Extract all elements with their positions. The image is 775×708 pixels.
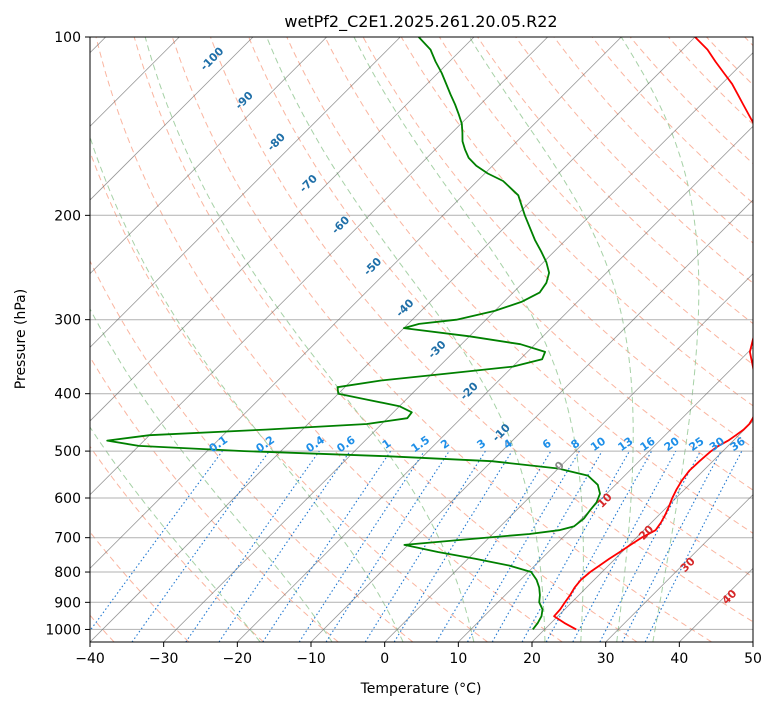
x-tick-label: 10 [449, 651, 467, 667]
x-tick-label: −10 [296, 651, 326, 667]
y-tick-label: 1000 [45, 622, 81, 638]
y-tick-label: 200 [54, 208, 81, 224]
y-tick-label: 800 [54, 565, 81, 581]
x-tick-label: 40 [670, 651, 688, 667]
y-tick-label: 700 [54, 531, 81, 547]
dry-adiabat-line [515, 37, 753, 284]
isotherm-line [90, 37, 696, 642]
mixing-ratio-line [131, 450, 270, 642]
x-tick-label: 50 [744, 651, 762, 667]
isotherm-line [90, 37, 327, 275]
moist-adiabat-line [620, 37, 700, 642]
dry-adiabat-line [248, 37, 753, 578]
y-axis-title: Pressure (hPa) [13, 289, 29, 389]
dry-adiabat-line [90, 259, 414, 642]
mixing-ratio-line [521, 450, 630, 642]
y-tick-label: 300 [54, 313, 81, 329]
isotherm-line [458, 346, 753, 642]
isotherm-line [163, 52, 753, 642]
mixing-ratio-line [262, 450, 392, 642]
moist-adiabat-line [90, 426, 261, 642]
dry-adiabat-line [171, 37, 712, 642]
x-tick-label: −20 [223, 651, 253, 667]
moist-adiabat-line [90, 308, 333, 642]
plot-area [90, 37, 753, 642]
isotherm-line [237, 125, 753, 642]
isotherm-line [531, 420, 753, 642]
mixing-ratio-line [90, 450, 223, 632]
mixing-ratio-lines [90, 450, 743, 642]
mixing-ratio-line [218, 450, 351, 642]
dry-adiabat-line [95, 37, 563, 642]
dry-adiabat-line [133, 37, 638, 642]
isotherm-line [90, 37, 401, 348]
dry-adiabats [90, 37, 753, 642]
x-tick-label: 30 [597, 651, 615, 667]
x-tick-label: 20 [523, 651, 541, 667]
dry-adiabat-line [90, 356, 339, 642]
moist-adiabat-line [353, 37, 584, 642]
moist-adiabat-line [144, 37, 475, 642]
y-tick-label: 100 [54, 30, 81, 46]
dry-adiabat-line [286, 37, 753, 534]
x-tick-label: −30 [149, 651, 179, 667]
y-tick-label: 900 [54, 595, 81, 611]
axes: −40 −30 −20 −10 0 10 20 30 40 50 1000 900 800 700 600 5… [45, 30, 762, 667]
isotherm-line [384, 273, 753, 642]
mixing-ratio-line [185, 450, 320, 642]
isotherm-line [90, 37, 622, 569]
y-tick-label: 500 [54, 444, 81, 460]
mixing-ratio-line [325, 450, 450, 642]
mixing-ratio-line [572, 450, 677, 642]
moist-adiabat-line [90, 135, 404, 642]
x-axis-title: Temperature (°C) [360, 681, 482, 697]
y-tick-label: 400 [54, 387, 81, 403]
sounding-series [106, 37, 753, 631]
mixing-ratio-line [644, 450, 743, 642]
dewpoint-line [106, 37, 601, 630]
isotherm-line [310, 199, 753, 642]
moist-adiabat-line [266, 37, 546, 642]
dry-adiabat-line [90, 445, 264, 642]
isotherm-gridlines [90, 37, 753, 642]
dry-adiabat-line [210, 37, 753, 623]
isotherm-line [90, 37, 475, 422]
chart-title: wetPf2_C2E1.2025.261.20.05.R22 [284, 12, 557, 32]
isotherm-line [90, 37, 548, 496]
dry-adiabat-line [324, 37, 753, 491]
temperature-line [553, 37, 753, 631]
isotherm-line [90, 37, 254, 201]
x-tick-label: −40 [75, 651, 105, 667]
mixing-ratio-line [545, 450, 653, 642]
isotherm-line [605, 494, 753, 642]
isobar-gridlines [90, 37, 753, 630]
x-tick-label: 0 [380, 651, 389, 667]
y-tick-label: 600 [54, 491, 81, 507]
plot-frame [89, 36, 754, 643]
mixing-ratio-line [298, 450, 425, 642]
mixing-ratio-line [393, 450, 513, 642]
